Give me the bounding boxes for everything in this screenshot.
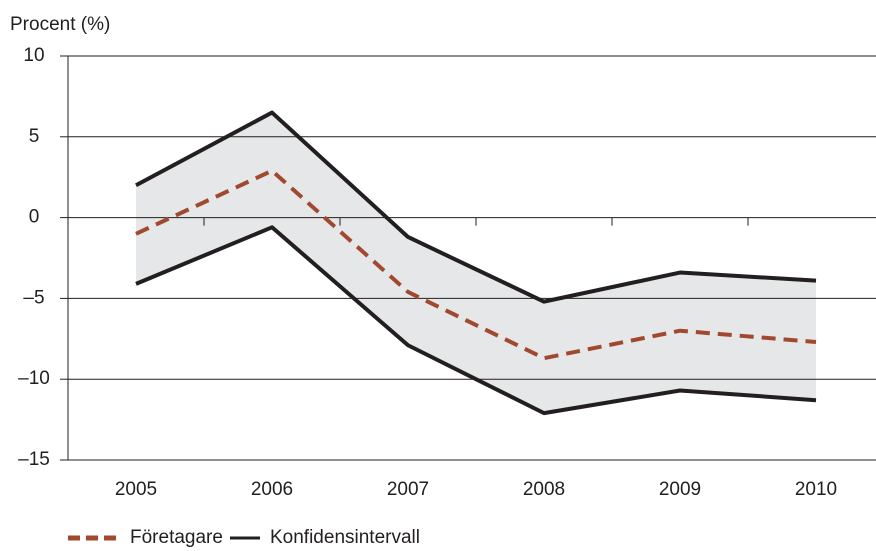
y-tick-label: –15 xyxy=(18,449,50,470)
confidence-upper xyxy=(135,110,817,304)
series-line xyxy=(135,168,817,361)
x-tick-label: 2007 xyxy=(387,479,429,500)
y-tick-label: –10 xyxy=(18,368,50,389)
y-axis-label: Procent (%) xyxy=(10,14,110,35)
y-tick-label: 0 xyxy=(29,207,40,228)
legend-label: Företagare xyxy=(130,527,223,548)
y-tick-label: 5 xyxy=(29,126,40,147)
x-tick-label: 2006 xyxy=(251,479,293,500)
y-tick-label: –5 xyxy=(23,287,44,308)
confidence-area xyxy=(136,112,816,414)
y-tick-label: 10 xyxy=(23,45,44,66)
confidence-lower xyxy=(135,225,817,416)
x-tick-label: 2008 xyxy=(523,479,565,500)
x-tick-label: 2010 xyxy=(795,479,837,500)
x-tick-label: 2005 xyxy=(115,479,157,500)
legend-label: Konfidensintervall xyxy=(270,527,420,548)
x-tick-label: 2009 xyxy=(659,479,701,500)
